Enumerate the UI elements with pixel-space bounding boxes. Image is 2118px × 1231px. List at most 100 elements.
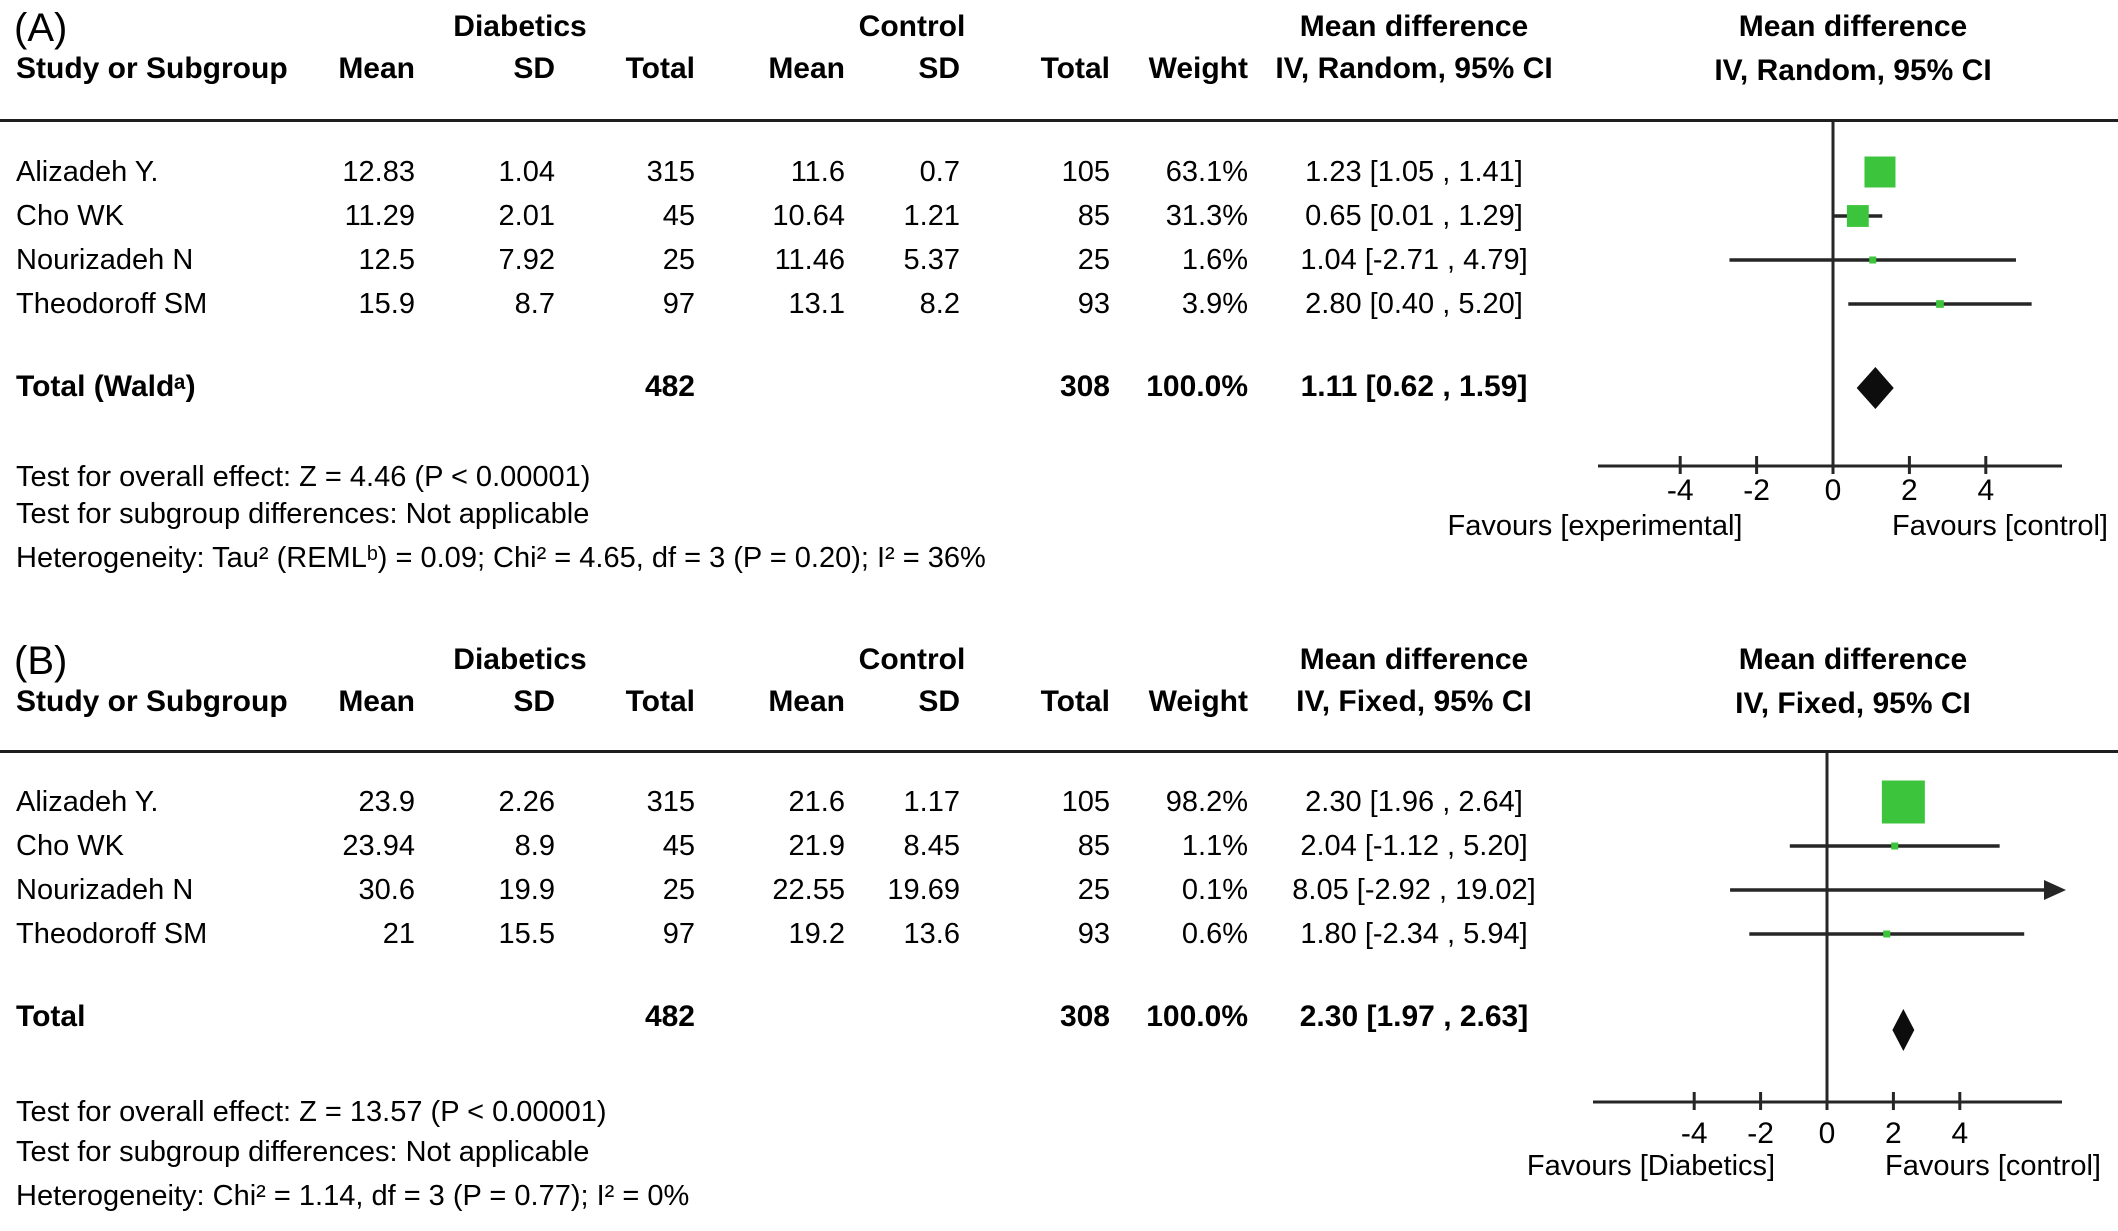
sd-diabetics: 2.01: [498, 200, 555, 232]
column-header-row: Study or Subgroup Mean SD Total Mean SD …: [0, 683, 1580, 721]
table-row: Alizadeh Y. 12.83 1.04 315 11.6 0.7 105 …: [0, 151, 1580, 193]
total-control: 25: [1077, 874, 1110, 906]
mean-diabetics: 23.94: [342, 830, 415, 862]
study-name: Alizadeh Y.: [16, 156, 159, 188]
total-diabetics: 482: [644, 1000, 695, 1033]
mean-control: 11.6: [790, 156, 845, 188]
mean-control: 19.2: [788, 918, 845, 950]
column-header-row: Study or Subgroup Mean SD Total Mean SD …: [0, 50, 1580, 88]
total-control: 308: [1059, 1000, 1110, 1033]
effect-header-plot: Mean difference: [1738, 10, 1968, 43]
study-name: Nourizadeh N: [16, 874, 194, 906]
weight: 0.1%: [1181, 874, 1248, 906]
col-header-ci: IV, Fixed, 95% CI: [1296, 685, 1532, 718]
table-row: Alizadeh Y. 23.9 2.26 315 21.6 1.17 105 …: [0, 781, 1580, 823]
col-header-total-diabetics: Total: [625, 52, 695, 85]
col-header-ci-plot: IV, Fixed, 95% CI: [1735, 687, 1971, 720]
col-header-sd-control: SD: [918, 685, 960, 718]
summary-diamond: [1892, 1009, 1915, 1051]
study-name: Alizadeh Y.: [16, 786, 159, 818]
effect-header-plot: Mean difference: [1738, 643, 1968, 676]
total-weight: 100.0%: [1146, 370, 1248, 403]
study-name: Cho WK: [16, 200, 124, 232]
favours-right-label: Favours [control]: [1892, 510, 2108, 542]
col-header-ci-plot: IV, Random, 95% CI: [1714, 54, 1992, 87]
col-header-sd-diabetics: SD: [513, 52, 555, 85]
overall-effect-note: Test for overall effect: Z = 4.46 (P < 0…: [16, 461, 591, 493]
col-header-sd-control: SD: [918, 52, 960, 85]
ci-text: 0.65 [0.01 , 1.29]: [1305, 200, 1523, 232]
tick-label: -4: [1681, 1117, 1708, 1150]
table-row: Nourizadeh N 12.5 7.92 25 11.46 5.37 25 …: [0, 239, 1580, 281]
panel-a: (A) Diabetics Control Mean difference Me…: [0, 8, 2118, 574]
group-header-diabetics: Diabetics: [453, 643, 587, 676]
summary-diamond: [1856, 367, 1894, 409]
effect-header-table: Mean difference: [1299, 643, 1529, 676]
total-label: Total (Waldᵃ): [16, 370, 196, 403]
total-ci: 2.30 [1.97 , 2.63]: [1299, 1000, 1529, 1033]
ci-text: 1.23 [1.05 , 1.41]: [1305, 156, 1523, 188]
effect-square: [1883, 930, 1891, 938]
mean-control: 10.64: [772, 200, 845, 232]
col-header-mean-diabetics: Mean: [338, 685, 415, 718]
sd-control: 8.45: [903, 830, 960, 862]
sd-control: 8.2: [919, 288, 960, 320]
ci-text: 1.80 [-2.34 , 5.94]: [1300, 918, 1528, 950]
sd-control: 1.21: [903, 200, 960, 232]
study-name: Theodoroff SM: [16, 918, 208, 950]
sd-control: 1.17: [903, 786, 960, 818]
ci-text: 2.30 [1.96 , 2.64]: [1305, 786, 1523, 818]
group-header-control: Control: [858, 10, 966, 43]
mean-diabetics: 11.29: [344, 200, 415, 232]
col-header-sd-diabetics: SD: [513, 685, 555, 718]
total-diabetics: 25: [662, 874, 695, 906]
sd-diabetics: 8.7: [514, 288, 555, 320]
mean-diabetics: 15.9: [358, 288, 415, 320]
mean-control: 22.55: [772, 874, 845, 906]
header-rule: [0, 750, 2118, 753]
sd-control: 19.69: [887, 874, 960, 906]
mean-diabetics: 21: [382, 918, 415, 950]
total-control: 105: [1061, 786, 1110, 818]
total-diabetics: 97: [662, 918, 695, 950]
table-row: Cho WK 11.29 2.01 45 10.64 1.21 85 31.3%…: [0, 195, 1580, 237]
header-rule: [0, 119, 2118, 122]
study-name: Nourizadeh N: [16, 244, 194, 276]
total-control: 93: [1077, 918, 1110, 950]
mean-control: 21.9: [788, 830, 845, 862]
tick-label: -4: [1667, 474, 1694, 507]
total-diabetics: 482: [644, 370, 695, 403]
mean-diabetics: 23.9: [358, 786, 415, 818]
tick-label: 0: [1819, 1117, 1836, 1150]
col-header-total-diabetics: Total: [625, 685, 695, 718]
tick-label: 2: [1901, 474, 1918, 507]
weight: 3.9%: [1181, 288, 1248, 320]
total-row: Total 482 308 100.0% 2.30 [1.97 , 2.63]: [0, 996, 1580, 1038]
col-header-study: Study or Subgroup: [16, 52, 288, 85]
total-weight: 100.0%: [1146, 1000, 1248, 1033]
sd-control: 0.7: [919, 156, 960, 188]
ci-text: 8.05 [-2.92 , 19.02]: [1292, 874, 1536, 906]
sd-diabetics: 8.9: [514, 830, 555, 862]
total-diabetics: 25: [662, 244, 695, 276]
table-row: Cho WK 23.94 8.9 45 21.9 8.45 85 1.1% 2.…: [0, 825, 1580, 867]
sd-control: 5.37: [903, 244, 960, 276]
ci-text: 2.80 [0.40 , 5.20]: [1305, 288, 1523, 320]
favours-left-label: Favours [Diabetics]: [1527, 1150, 1775, 1182]
total-control: 93: [1077, 288, 1110, 320]
study-name: Cho WK: [16, 830, 124, 862]
total-control: 105: [1061, 156, 1110, 188]
effect-square: [1864, 156, 1896, 188]
sd-diabetics: 19.9: [498, 874, 555, 906]
group-header-diabetics: Diabetics: [453, 10, 587, 43]
subgroup-note: Test for subgroup differences: Not appli…: [16, 498, 590, 530]
col-header-mean-control: Mean: [768, 52, 845, 85]
table-row: Nourizadeh N 30.6 19.9 25 22.55 19.69 25…: [0, 869, 1580, 911]
favours-right-label: Favours [control]: [1885, 1150, 2101, 1182]
table-row: Theodoroff SM 15.9 8.7 97 13.1 8.2 93 3.…: [0, 283, 1580, 325]
mean-control: 11.46: [774, 244, 845, 276]
effect-square: [1869, 256, 1877, 264]
arrow-right-icon: [2044, 880, 2066, 900]
total-label: Total: [16, 1000, 86, 1033]
